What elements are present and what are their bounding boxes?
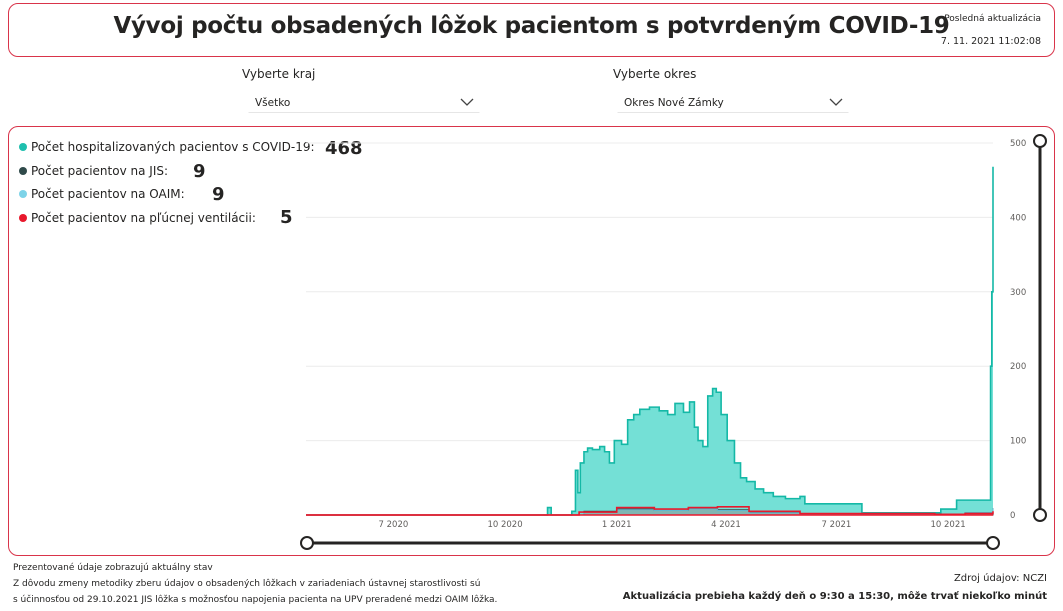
legend-item-icu: Počet pacientov na JIS: [19, 163, 168, 179]
legend-label-icu: Počet pacientov na JIS: [31, 164, 169, 178]
legend-label-oaim: Počet pacientov na OAIM: [31, 187, 185, 201]
district-filter-label: Vyberte okres [613, 67, 697, 81]
legend-label-hospitalized: Počet hospitalizovaných pacientov s COVI… [31, 140, 315, 154]
footer-note-2: Z dôvodu zmeny metodiky zberu údajov o o… [13, 579, 481, 589]
legend-dot-icu [19, 167, 27, 175]
data-source: Zdroj údajov: NCZI [953, 573, 1047, 584]
date-range-slider-end-handle[interactable] [986, 536, 1000, 550]
legend-dot-hospitalized [19, 143, 27, 151]
legend-item-ventilation: Počet pacientov na pľúcnej ventilácii: [19, 210, 256, 226]
legend-label-ventilation: Počet pacientov na pľúcnej ventilácii: [31, 211, 256, 225]
y-range-slider-top-handle[interactable] [1033, 134, 1047, 148]
kpi-ventilation: 5 [280, 207, 293, 228]
footer-note-3: s účinnosťou od 29.10.2021 JIS lôžka s m… [13, 595, 498, 605]
kpi-icu: 9 [193, 161, 206, 182]
title-banner [8, 3, 1055, 57]
last-update-value: 7. 11. 2021 11:02:08 [940, 36, 1041, 47]
region-dropdown-value: Všetko [255, 97, 291, 109]
legend-item-hospitalized: Počet hospitalizovaných pacientov s COVI… [19, 139, 315, 155]
district-dropdown-value: Okres Nové Zámky [624, 97, 724, 109]
refresh-note: Aktualizácia prebieha každý deň o 9:30 a… [622, 591, 1047, 602]
chevron-down-icon [460, 98, 474, 106]
region-filter-label: Vyberte kraj [242, 67, 316, 81]
legend-item-oaim: Počet pacientov na OAIM: [19, 186, 185, 202]
region-dropdown[interactable]: Všetko [248, 91, 480, 113]
kpi-oaim: 9 [212, 184, 225, 205]
legend-dot-ventilation [19, 214, 27, 222]
kpi-hospitalized: 468 [325, 138, 363, 159]
date-range-slider-start-handle[interactable] [300, 536, 314, 550]
page-title: Vývoj počtu obsadených lôžok pacientom s… [113, 13, 950, 39]
district-dropdown[interactable]: Okres Nové Zámky [617, 91, 849, 113]
footer-note-1: Prezentované údaje zobrazujú aktuálny st… [13, 563, 213, 573]
chevron-down-icon [829, 98, 843, 106]
legend-dot-oaim [19, 190, 27, 198]
last-update-label: Posledná aktualizácia [944, 14, 1041, 24]
y-range-slider-bottom-handle[interactable] [1033, 508, 1047, 522]
